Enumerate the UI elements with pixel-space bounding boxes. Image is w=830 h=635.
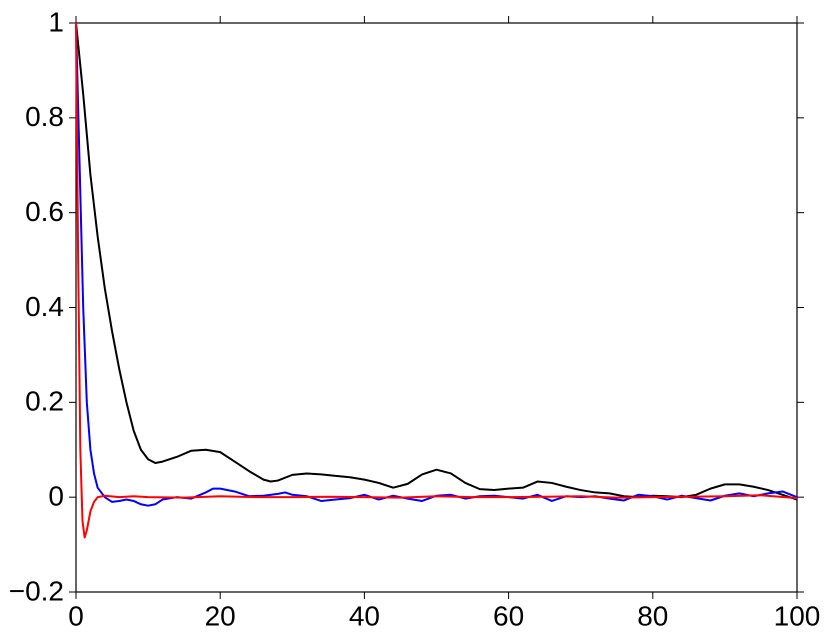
x-tick-label: 60: [493, 600, 524, 631]
x-tick-label: 20: [205, 600, 236, 631]
x-tick-label: 0: [68, 600, 84, 631]
y-tick-label: 0: [48, 481, 64, 512]
plot-frame: [75, 22, 798, 593]
y-tick-label: 1: [48, 6, 64, 37]
x-tick-label: 100: [774, 600, 821, 631]
series-line: [75, 22, 798, 501]
series-line: [75, 22, 798, 507]
y-tick-label: 0.6: [25, 196, 64, 227]
x-tick-label: 80: [637, 600, 668, 631]
y-tick-label: 0.8: [25, 101, 64, 132]
y-tick-label: −0.2: [9, 575, 64, 606]
series-line: [75, 22, 798, 539]
x-tick-label: 40: [349, 600, 380, 631]
y-tick-label: 0.2: [25, 386, 64, 417]
y-tick-label: 0.4: [25, 291, 64, 322]
